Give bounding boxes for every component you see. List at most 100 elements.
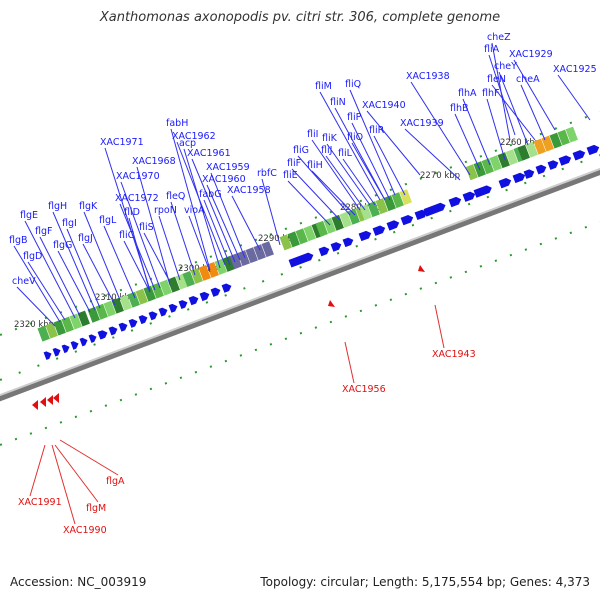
gene-arrow-forward [70, 341, 79, 350]
expression-block [151, 282, 164, 299]
expression-block [111, 297, 124, 314]
expression-block [549, 132, 562, 149]
gene-label-forward: flgL [99, 215, 117, 226]
genome-summary: Topology: circular; Length: 5,175,554 bp… [260, 575, 590, 589]
gene-label-forward: cheY [494, 61, 517, 72]
leader-line [120, 181, 161, 289]
leader-line [51, 444, 76, 525]
leader-line [351, 122, 391, 201]
gene-label-forward: vioA [184, 205, 205, 216]
gene-label-forward: fliJ [321, 145, 332, 156]
expression-block [253, 244, 266, 261]
gene-arrow-forward [43, 351, 52, 360]
gene-label-forward: rbfC [257, 168, 277, 179]
gene-label-forward: flgE [20, 210, 38, 221]
expression-block [359, 204, 372, 221]
gene-arrow-forward [188, 295, 199, 306]
gene-arrow-forward [372, 225, 386, 236]
gene-arrow-reverse [53, 393, 59, 403]
leader-line [123, 240, 151, 293]
expression-block [159, 279, 172, 296]
leader-line [59, 439, 119, 476]
leader-line [486, 98, 506, 161]
expression-block [103, 300, 116, 317]
leader-line [16, 286, 56, 327]
gene-label-reverse: XAC1956 [342, 384, 386, 395]
leader-line [183, 148, 221, 269]
gene-arrow-forward [400, 214, 414, 226]
gene-label-forward: acp [179, 138, 196, 149]
expression-block [525, 141, 538, 158]
gene-label-reverse: XAC1990 [63, 525, 107, 536]
leader-line [206, 184, 241, 261]
leader-line [342, 158, 376, 206]
gene-label-forward: cheA [516, 74, 540, 85]
leader-line [311, 170, 356, 216]
leader-line [52, 211, 96, 311]
gene-label-forward: fliQ [345, 79, 361, 90]
gene-arrow-forward [61, 344, 70, 354]
leader-line [203, 199, 231, 266]
gene-label-forward: XAC1961 [187, 148, 231, 159]
gene-label-forward: fliN [330, 97, 346, 108]
gene-label-forward: XAC1940 [362, 100, 406, 111]
gene-label-forward: XAC1938 [406, 71, 450, 82]
leader-line [344, 341, 355, 384]
gene-label-forward: fliK [322, 133, 338, 144]
gene-arrow-forward [128, 318, 138, 328]
expression-block [505, 149, 518, 166]
expression-block [167, 276, 180, 293]
expression-block [367, 201, 380, 218]
gene-label-reverse: flgM [86, 503, 106, 514]
leader-line [143, 232, 171, 283]
expression-block [69, 313, 82, 330]
gene-label-forward: rpoN [154, 205, 177, 216]
label-leader-lines [13, 42, 591, 525]
leader-line [231, 195, 261, 251]
gene-arrow-forward [358, 230, 372, 242]
gene-label-forward: XAC1970 [116, 171, 160, 182]
gene-label-forward: fleN [487, 74, 506, 85]
gene-label-forward: fliC [119, 230, 135, 241]
expression-block [497, 152, 510, 169]
gene-label-forward: fliO [347, 132, 363, 143]
expression-block [391, 192, 404, 209]
gene-label-forward: XAC1962 [172, 131, 216, 142]
gene-label-reverse: flgA [106, 476, 125, 487]
leader-line [373, 135, 406, 196]
expression-block [315, 220, 328, 237]
leader-line [136, 166, 171, 286]
expression-block [565, 126, 578, 143]
gene-label-forward: flgB [9, 235, 28, 246]
gene-arrow-forward [423, 202, 446, 217]
expression-block [375, 198, 388, 215]
leader-line [128, 217, 151, 293]
gene-arrow-forward [52, 347, 61, 357]
gene-arrow-forward [386, 220, 400, 231]
leader-line [297, 155, 351, 216]
leader-line [404, 128, 461, 181]
leader-line [557, 74, 591, 121]
gene-arrow-forward [210, 287, 221, 297]
leader-line [351, 142, 386, 201]
gene-arrow-forward [342, 237, 354, 248]
expression-block [465, 164, 478, 181]
tick-label: 2270 kbp [420, 171, 460, 181]
gene-label-reverse: XAC1991 [18, 497, 62, 508]
gene-arrow-forward [98, 330, 108, 340]
gene-label-forward: XAC1960 [202, 174, 246, 185]
gene-label-forward: fliD [124, 207, 140, 218]
gene-label-forward: fliP [347, 112, 362, 123]
expression-block [383, 195, 396, 212]
leader-line [66, 228, 101, 309]
gene-arrow-forward [523, 169, 535, 179]
leader-line [210, 172, 246, 259]
gene-blocks [37, 126, 578, 342]
gene-label-forward: flgG [53, 240, 72, 251]
leader-line [498, 71, 529, 146]
expression-block [53, 319, 66, 336]
gene-label-forward: fliA [484, 44, 500, 55]
gene-label-forward: XAC1939 [400, 118, 444, 129]
leader-line [326, 143, 371, 206]
